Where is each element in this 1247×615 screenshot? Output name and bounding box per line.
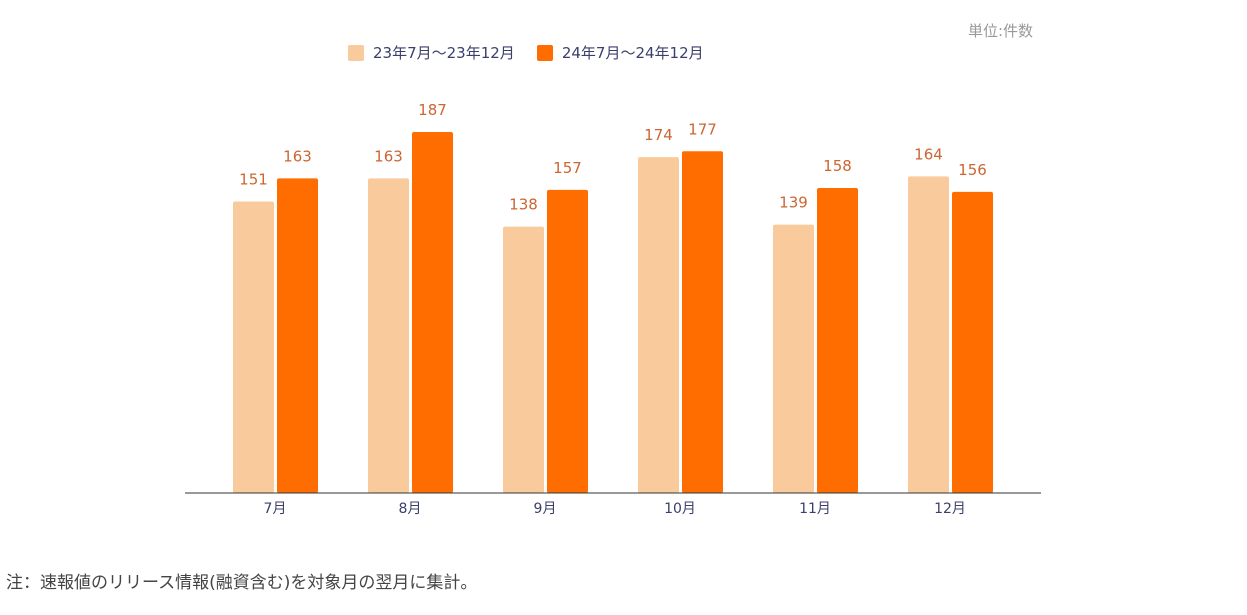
legend-label: 23年7月～23年12月 — [373, 44, 515, 62]
data-label: 151 — [239, 170, 268, 188]
data-label: 157 — [553, 159, 582, 177]
data-label: 174 — [644, 126, 673, 144]
data-label: 139 — [779, 194, 808, 212]
x-tick-label: 10月 — [664, 501, 696, 517]
legend-swatch — [348, 44, 364, 61]
bar — [682, 151, 723, 493]
bar — [952, 191, 993, 494]
data-label: 163 — [283, 147, 312, 165]
bar — [503, 226, 544, 494]
bar — [368, 178, 409, 494]
footnote: 注：速報値のリリース情報(融資含む)を対象月の翌月に集計。 — [6, 573, 478, 593]
data-label: 187 — [418, 101, 447, 119]
bar — [908, 176, 949, 493]
legend-item-2024[interactable]: 24年7月～24年12月 — [536, 42, 704, 63]
data-label: 156 — [958, 161, 987, 179]
bar — [277, 178, 318, 494]
legend-item-2023[interactable]: 23年7月～23年12月 — [348, 42, 515, 63]
unit-label: 単位:件数 — [968, 22, 1034, 40]
bar — [817, 187, 858, 494]
data-label: 163 — [374, 147, 403, 165]
data-label: 138 — [509, 196, 538, 214]
x-tick-label: 7月 — [264, 501, 287, 517]
bar — [638, 157, 679, 493]
legend-label: 24年7月～24年12月 — [561, 44, 704, 62]
data-label: 164 — [914, 145, 943, 163]
x-tick-label: 12月 — [934, 501, 966, 517]
data-label: 177 — [688, 120, 717, 138]
data-label: 158 — [823, 157, 852, 175]
x-tick-label: 11月 — [799, 501, 831, 517]
bar — [233, 201, 274, 494]
bar — [773, 224, 814, 494]
bar — [547, 189, 588, 494]
x-tick-label: 9月 — [534, 501, 557, 517]
legend: 23年7月～23年12月 24年7月～24年12月 — [348, 42, 704, 63]
x-tick-label: 8月 — [399, 501, 422, 517]
bar — [412, 132, 453, 493]
legend-swatch — [536, 44, 553, 61]
